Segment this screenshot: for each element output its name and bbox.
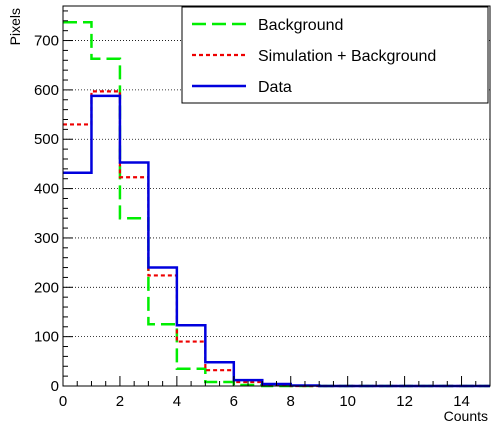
x-tick-label: 12 <box>396 393 413 410</box>
y-axis-title: Pixels <box>7 8 23 45</box>
y-tick-label: 700 <box>34 33 59 50</box>
x-tick-label: 2 <box>116 393 124 410</box>
y-tick-label: 0 <box>51 378 59 395</box>
legend-label-0: Background <box>258 17 343 34</box>
legend: Background Simulation + Background Data <box>181 6 489 104</box>
ticks: 0 2 4 6 8 10 12 14 0 100 200 300 400 500 600 700 <box>34 10 491 410</box>
y-tick-label: 300 <box>34 230 59 247</box>
series-line-1 <box>63 90 490 388</box>
x-axis-title: Counts <box>444 408 488 423</box>
legend-label-1: Simulation + Background <box>258 48 436 65</box>
x-tick-label: 6 <box>230 393 238 410</box>
legend-label-2: Data <box>258 79 292 96</box>
y-tick-label: 100 <box>34 329 59 346</box>
x-tick-label: 8 <box>287 393 295 410</box>
y-tick-label: 200 <box>34 279 59 296</box>
y-tick-label: 600 <box>34 82 59 99</box>
x-tick-label: 10 <box>339 393 356 410</box>
y-tick-label: 500 <box>34 131 59 148</box>
y-tick-label: 400 <box>34 181 59 198</box>
x-tick-label: 14 <box>453 393 470 410</box>
x-tick-label: 0 <box>59 393 67 410</box>
x-tick-label: 4 <box>173 393 181 410</box>
